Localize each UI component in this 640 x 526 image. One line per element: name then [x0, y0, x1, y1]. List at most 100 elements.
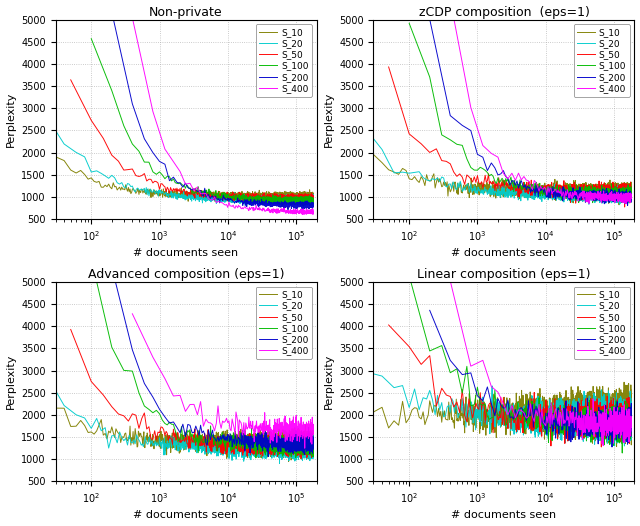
S_20: [620, 189, 628, 195]
S_20: [621, 443, 628, 449]
S_50: [296, 442, 303, 449]
S_20: [627, 189, 635, 196]
S_200: [618, 420, 625, 427]
S_10: [554, 190, 561, 197]
S_10: [625, 417, 632, 423]
Line: S_50: S_50: [71, 80, 314, 205]
Line: S_50: S_50: [71, 329, 314, 458]
S_10: [285, 458, 292, 464]
S_100: [618, 450, 626, 456]
S_50: [627, 428, 635, 434]
S_50: [296, 194, 303, 200]
S_10: [236, 443, 243, 449]
S_400: [618, 196, 626, 203]
S_20: [300, 203, 307, 209]
Legend: S_10, S_20, S_50, S_100, S_200, S_400: S_10, S_20, S_50, S_100, S_200, S_400: [255, 24, 312, 97]
S_100: [582, 193, 589, 199]
S_10: [561, 428, 569, 434]
S_100: [88, 36, 95, 42]
S_50: [385, 322, 392, 328]
S_200: [562, 188, 570, 194]
S_400: [310, 426, 317, 432]
S_20: [613, 191, 621, 197]
S_50: [612, 416, 620, 422]
S_50: [582, 430, 589, 436]
S_200: [310, 203, 317, 209]
S_50: [310, 440, 317, 447]
S_100: [602, 404, 609, 410]
S_200: [588, 194, 595, 200]
S_10: [307, 441, 314, 447]
S_20: [295, 435, 303, 441]
S_50: [627, 189, 635, 196]
S_400: [447, 278, 454, 284]
S_400: [627, 423, 634, 429]
S_100: [616, 423, 624, 430]
S_10: [537, 189, 545, 195]
S_50: [294, 198, 302, 204]
Line: S_10: S_10: [23, 389, 314, 461]
S_200: [608, 444, 616, 450]
S_200: [244, 433, 252, 439]
Line: S_20: S_20: [44, 370, 314, 463]
S_200: [300, 439, 307, 446]
S_10: [625, 185, 632, 191]
S_100: [602, 192, 609, 198]
S_200: [623, 408, 631, 414]
S_50: [307, 197, 314, 204]
Line: S_100: S_100: [92, 39, 314, 206]
S_50: [385, 64, 392, 70]
S_100: [589, 199, 596, 206]
S_200: [624, 203, 632, 209]
S_400: [563, 190, 571, 197]
Title: Advanced composition (eps=1): Advanced composition (eps=1): [88, 268, 284, 281]
S_100: [264, 195, 271, 201]
S_50: [582, 188, 589, 194]
Line: S_100: S_100: [409, 276, 631, 453]
Y-axis label: Perplexity: Perplexity: [323, 92, 333, 147]
S_10: [310, 193, 317, 199]
S_10: [219, 192, 227, 198]
S_400: [611, 196, 618, 202]
S_100: [225, 434, 233, 440]
Line: S_400: S_400: [132, 18, 314, 215]
S_10: [554, 405, 561, 411]
S_200: [284, 449, 292, 455]
S_400: [257, 422, 264, 428]
Line: S_200: S_200: [429, 19, 631, 206]
S_200: [108, 264, 116, 270]
S_200: [627, 193, 635, 199]
S_20: [585, 201, 593, 207]
S_20: [225, 199, 232, 205]
S_20: [620, 422, 628, 428]
S_10: [337, 402, 345, 409]
S_20: [588, 407, 596, 413]
S_200: [588, 419, 595, 426]
S_400: [618, 404, 626, 410]
S_20: [358, 120, 365, 127]
S_50: [294, 444, 302, 450]
S_20: [309, 197, 317, 203]
S_20: [310, 198, 317, 204]
S_100: [405, 272, 413, 279]
Line: S_400: S_400: [451, 0, 631, 204]
S_400: [257, 207, 264, 213]
Line: S_100: S_100: [92, 258, 314, 458]
X-axis label: # documents seen: # documents seen: [451, 510, 557, 520]
Line: S_10: S_10: [341, 382, 631, 447]
S_50: [272, 444, 280, 451]
S_50: [613, 190, 621, 197]
S_400: [301, 445, 308, 451]
S_200: [301, 203, 309, 209]
S_200: [108, 9, 116, 15]
S_100: [88, 255, 95, 261]
S_20: [276, 460, 284, 467]
S_20: [358, 368, 365, 374]
S_100: [280, 197, 288, 203]
S_50: [298, 455, 305, 461]
S_50: [298, 201, 305, 208]
S_10: [615, 201, 623, 208]
S_200: [619, 424, 627, 430]
S_200: [602, 194, 610, 200]
S_50: [67, 77, 75, 83]
